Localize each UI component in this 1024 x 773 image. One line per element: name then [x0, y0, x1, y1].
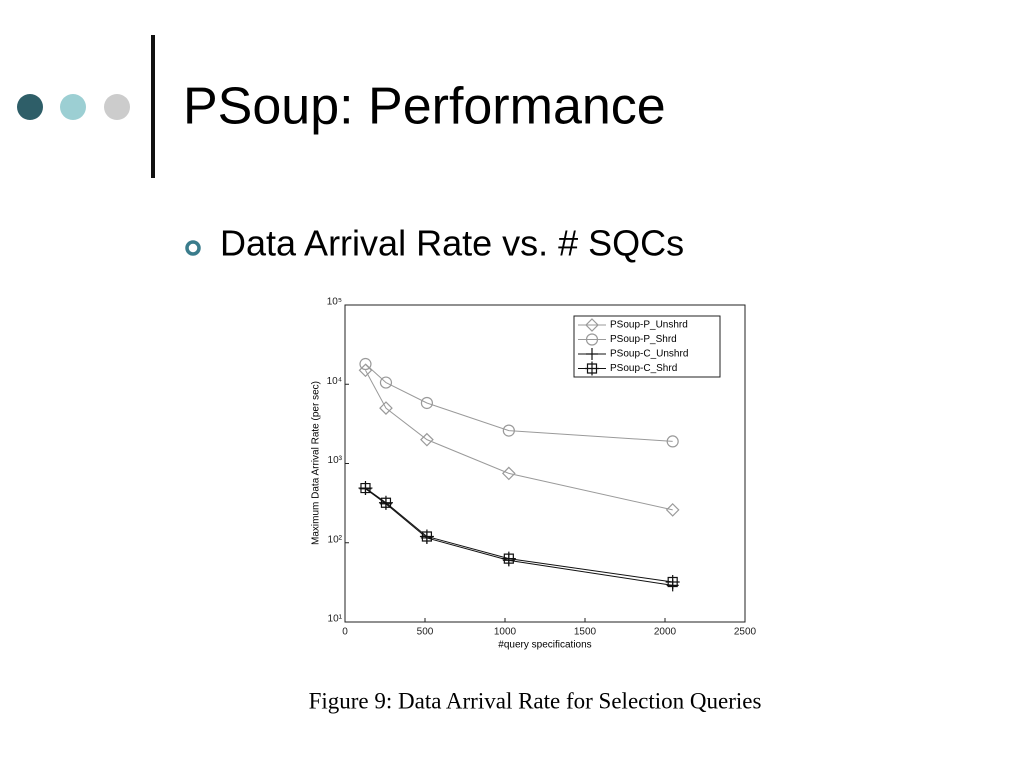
y-tick-label: 10²: [328, 534, 343, 545]
y-tick-label: 10¹: [328, 614, 343, 625]
slide-title: PSoup: Performance: [183, 78, 666, 136]
y-tick-label: 10⁵: [327, 297, 342, 308]
legend-marker: [586, 348, 598, 360]
data-point: [420, 396, 434, 410]
legend-marker: [585, 318, 599, 332]
data-point: [359, 357, 372, 371]
data-point: [665, 574, 680, 589]
data-point: [501, 466, 516, 481]
data-point: [358, 481, 373, 496]
series-line: [365, 488, 673, 586]
dot: [104, 94, 130, 120]
dot: [60, 94, 86, 120]
legend-label: PSoup-C_Shrd: [610, 363, 677, 374]
data-point: [666, 435, 679, 448]
caption: Figure 9: Data Arrival Rate for Selectio…: [309, 688, 762, 713]
data-point: [420, 432, 434, 447]
data-point: [665, 503, 680, 517]
x-axis-label: #query specifications: [498, 640, 591, 651]
bullet-text: Data Arrival Rate vs. # SQCs: [220, 223, 684, 264]
x-tick-label: 1500: [574, 627, 597, 638]
legend-label: PSoup-P_Shrd: [610, 334, 677, 345]
series-line: [365, 370, 673, 511]
y-tick-label: 10⁴: [327, 376, 342, 387]
x-tick-label: 0: [342, 627, 348, 638]
data-point: [502, 424, 515, 437]
data-point: [379, 376, 393, 389]
x-tick-label: 2500: [734, 627, 757, 638]
data-point: [378, 495, 393, 510]
legend-marker: [585, 361, 599, 376]
x-tick-label: 500: [417, 627, 434, 638]
legend-label: PSoup-C_Unshrd: [610, 349, 688, 360]
legend-marker: [585, 333, 599, 346]
x-tick-label: 2000: [654, 627, 677, 638]
x-tick-label: 1000: [494, 627, 517, 638]
data-point: [501, 551, 516, 566]
y-axis-label: Maximum Data Arrival Rate (per sec): [311, 381, 322, 545]
y-tick-label: 10³: [328, 455, 343, 466]
data-point: [419, 529, 434, 544]
bullet-icon: [185, 240, 201, 256]
dot: [17, 94, 43, 120]
data-point: [379, 401, 393, 415]
legend-label: PSoup-P_Unshrd: [610, 320, 688, 331]
series-line: [365, 487, 673, 583]
legend-box: [573, 315, 721, 378]
series-line: [365, 363, 673, 442]
